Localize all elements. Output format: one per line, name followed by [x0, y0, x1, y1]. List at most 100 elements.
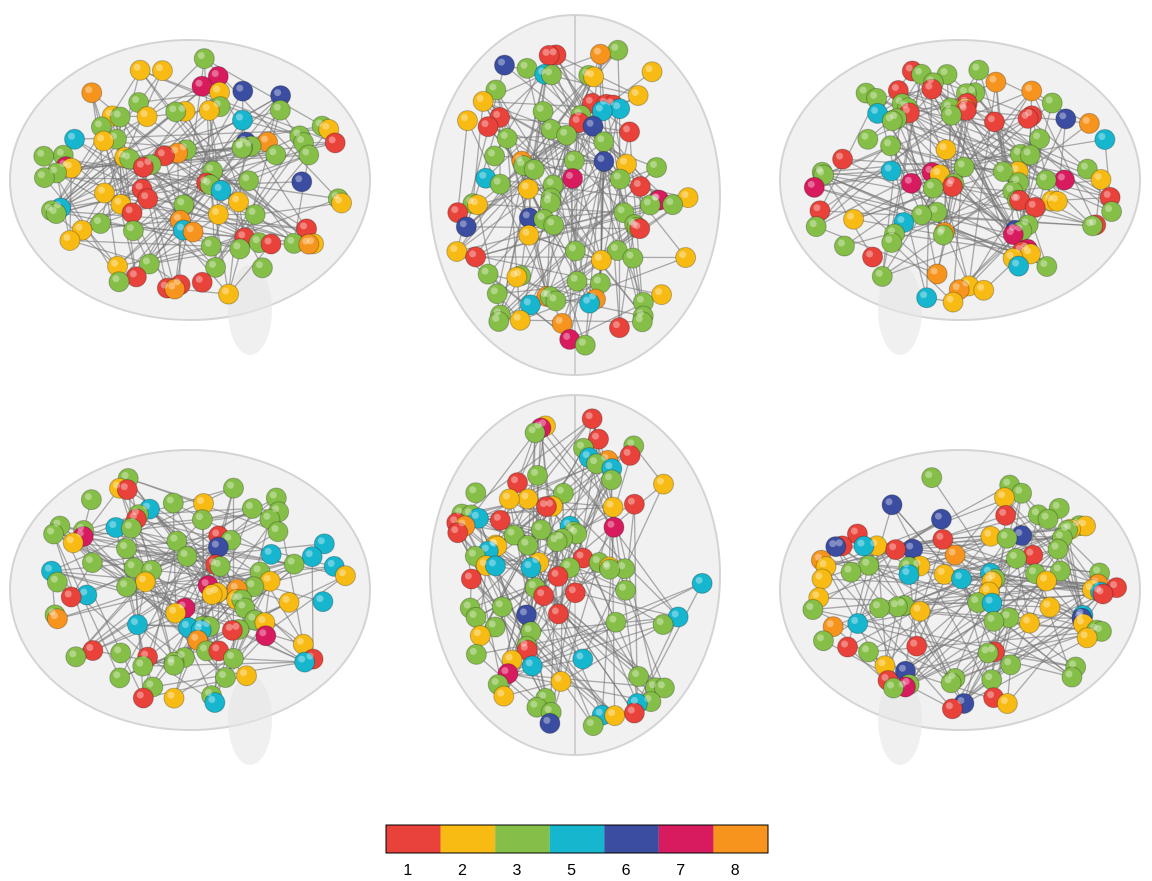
node	[986, 72, 1006, 92]
node	[61, 587, 81, 607]
node	[299, 234, 319, 254]
colorbar-segment	[713, 825, 768, 853]
node	[1001, 655, 1021, 675]
node	[567, 271, 587, 291]
node	[539, 45, 559, 65]
node	[1037, 256, 1057, 276]
node	[982, 670, 1002, 690]
node	[969, 60, 989, 80]
node	[517, 58, 537, 78]
node	[803, 600, 823, 620]
node	[1006, 548, 1026, 568]
node	[994, 488, 1014, 508]
node	[492, 597, 512, 617]
node	[922, 468, 942, 488]
node	[564, 151, 584, 171]
node	[223, 648, 243, 668]
node	[485, 146, 505, 166]
node	[518, 535, 538, 555]
brain-panel	[10, 450, 370, 765]
node	[1095, 129, 1115, 149]
node	[219, 284, 239, 304]
colorbar: 1235678	[386, 825, 768, 879]
node	[854, 536, 874, 556]
node	[208, 537, 228, 557]
node	[806, 217, 826, 237]
node	[495, 55, 515, 75]
node	[575, 335, 595, 355]
node	[466, 644, 486, 664]
node	[222, 620, 242, 640]
node	[82, 553, 102, 573]
node	[245, 204, 265, 224]
node	[473, 91, 493, 111]
node	[951, 569, 971, 589]
node	[887, 597, 907, 617]
node	[997, 694, 1017, 714]
brainstem	[228, 265, 272, 355]
node	[624, 703, 644, 723]
node	[1009, 256, 1029, 276]
node	[192, 76, 212, 96]
node	[534, 586, 554, 606]
node	[804, 177, 824, 197]
node	[628, 85, 648, 105]
node	[510, 310, 530, 330]
colorbar-label: 5	[567, 862, 576, 879]
brainstem	[228, 675, 272, 765]
node	[230, 239, 250, 259]
node	[630, 176, 650, 196]
node	[841, 562, 861, 582]
node	[192, 510, 212, 530]
node	[858, 129, 878, 149]
node	[1020, 613, 1040, 633]
node	[456, 217, 476, 237]
node	[164, 688, 184, 708]
node	[1054, 170, 1074, 190]
colorbar-label: 7	[676, 862, 685, 879]
node	[591, 250, 611, 270]
brain-panel	[430, 15, 720, 375]
node	[233, 81, 253, 101]
node	[912, 205, 932, 225]
node	[242, 498, 262, 518]
colorbar-label: 1	[403, 862, 412, 879]
node	[117, 577, 137, 597]
node	[663, 195, 683, 215]
node	[284, 554, 304, 574]
node	[299, 145, 319, 165]
node	[94, 131, 114, 151]
node	[582, 409, 602, 429]
node	[135, 572, 155, 592]
node	[478, 117, 498, 137]
node	[522, 656, 542, 676]
node	[623, 248, 643, 268]
brain-views	[10, 15, 1140, 765]
node	[461, 569, 481, 589]
node	[466, 607, 486, 627]
node	[1077, 628, 1097, 648]
node	[313, 592, 333, 612]
node	[256, 626, 276, 646]
node	[848, 614, 868, 634]
node	[192, 272, 212, 292]
node	[833, 149, 853, 169]
node	[943, 292, 963, 312]
node	[117, 480, 137, 500]
node	[163, 493, 183, 513]
colorbar-label: 3	[513, 862, 522, 879]
node	[1047, 191, 1067, 211]
node	[66, 647, 86, 667]
brain-panel	[10, 40, 370, 355]
node	[899, 565, 919, 585]
node	[997, 528, 1017, 548]
node	[533, 101, 553, 121]
node	[121, 518, 141, 538]
node	[917, 288, 937, 308]
node	[602, 470, 622, 490]
node	[548, 566, 568, 586]
node	[261, 234, 281, 254]
node	[1048, 539, 1068, 559]
node	[536, 497, 556, 517]
node	[152, 61, 172, 81]
